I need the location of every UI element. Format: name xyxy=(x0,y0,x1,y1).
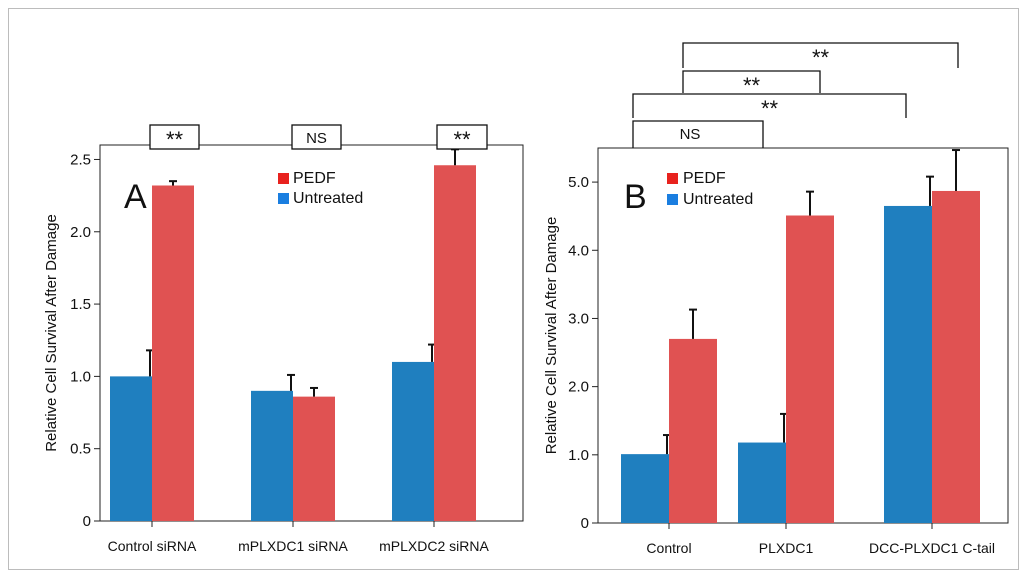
significance-box xyxy=(436,124,488,150)
legend-swatch xyxy=(278,173,289,184)
y-tick-label: 0.5 xyxy=(70,441,91,458)
significance-bracket xyxy=(682,70,821,93)
significance-label: ** xyxy=(743,73,761,98)
significance-label: ** xyxy=(166,127,184,152)
bar-pedf-2 xyxy=(293,396,335,521)
y-tick-label: 2.5 xyxy=(70,151,91,168)
legend-swatch xyxy=(278,193,289,204)
y-tick-label: 1.0 xyxy=(70,368,91,385)
y-axis-label: Relative Cell Survival After Damage xyxy=(543,217,560,455)
legend-swatch xyxy=(667,173,678,184)
legend-label: PEDF xyxy=(683,170,726,187)
significance-label: NS xyxy=(680,126,701,143)
bar-pedf-1 xyxy=(152,185,194,521)
y-tick-label: 5.0 xyxy=(568,174,589,191)
y-tick-label: 4.0 xyxy=(568,242,589,259)
y-tick-label: 0 xyxy=(581,515,589,532)
y-tick-label: 1.5 xyxy=(70,296,91,313)
significance-bracket xyxy=(682,42,959,68)
legend-swatch xyxy=(667,194,678,205)
bar-untreated-2 xyxy=(251,390,293,521)
panel-label: B xyxy=(624,178,647,216)
significance-label: NS xyxy=(306,130,327,147)
bar-untreated-3 xyxy=(392,361,434,521)
legend-label: Untreated xyxy=(293,190,363,207)
legend-label: Untreated xyxy=(683,191,753,208)
significance-label: ** xyxy=(812,45,830,70)
y-tick-label: 2.0 xyxy=(568,379,589,396)
y-tick-label: 3.0 xyxy=(568,310,589,327)
x-tick-label: mPLXDC1 siRNA xyxy=(238,538,348,554)
x-tick-label: PLXDC1 xyxy=(759,540,814,556)
bar-untreated-1 xyxy=(110,376,152,521)
significance-box xyxy=(149,124,200,150)
bar-untreated-1 xyxy=(621,454,669,523)
y-tick-label: 1.0 xyxy=(568,447,589,464)
bar-pedf-3 xyxy=(434,165,476,521)
bar-pedf-2 xyxy=(786,215,834,523)
legend-label: PEDF xyxy=(293,170,336,187)
x-tick-label: Control siRNA xyxy=(108,538,197,554)
x-tick-label: mPLXDC2 siRNA xyxy=(379,538,489,554)
significance-label: ** xyxy=(761,96,779,121)
x-tick-label: Control xyxy=(646,540,691,556)
bar-untreated-3 xyxy=(884,205,932,524)
bar-pedf-1 xyxy=(669,338,717,523)
significance-label: ** xyxy=(453,127,471,152)
x-tick-label: DCC-PLXDC1 C-tail xyxy=(869,540,995,556)
panel-label: A xyxy=(124,178,147,216)
bar-untreated-2 xyxy=(738,442,786,523)
significance-bracket xyxy=(632,120,764,148)
y-tick-label: 2.0 xyxy=(70,224,91,241)
bar-pedf-3 xyxy=(932,190,980,524)
y-tick-label: 0 xyxy=(83,513,91,530)
significance-bracket xyxy=(632,93,907,118)
significance-box xyxy=(291,124,342,150)
figure-frame xyxy=(8,8,1019,570)
y-axis-label: Relative Cell Survival After Damage xyxy=(43,214,60,452)
